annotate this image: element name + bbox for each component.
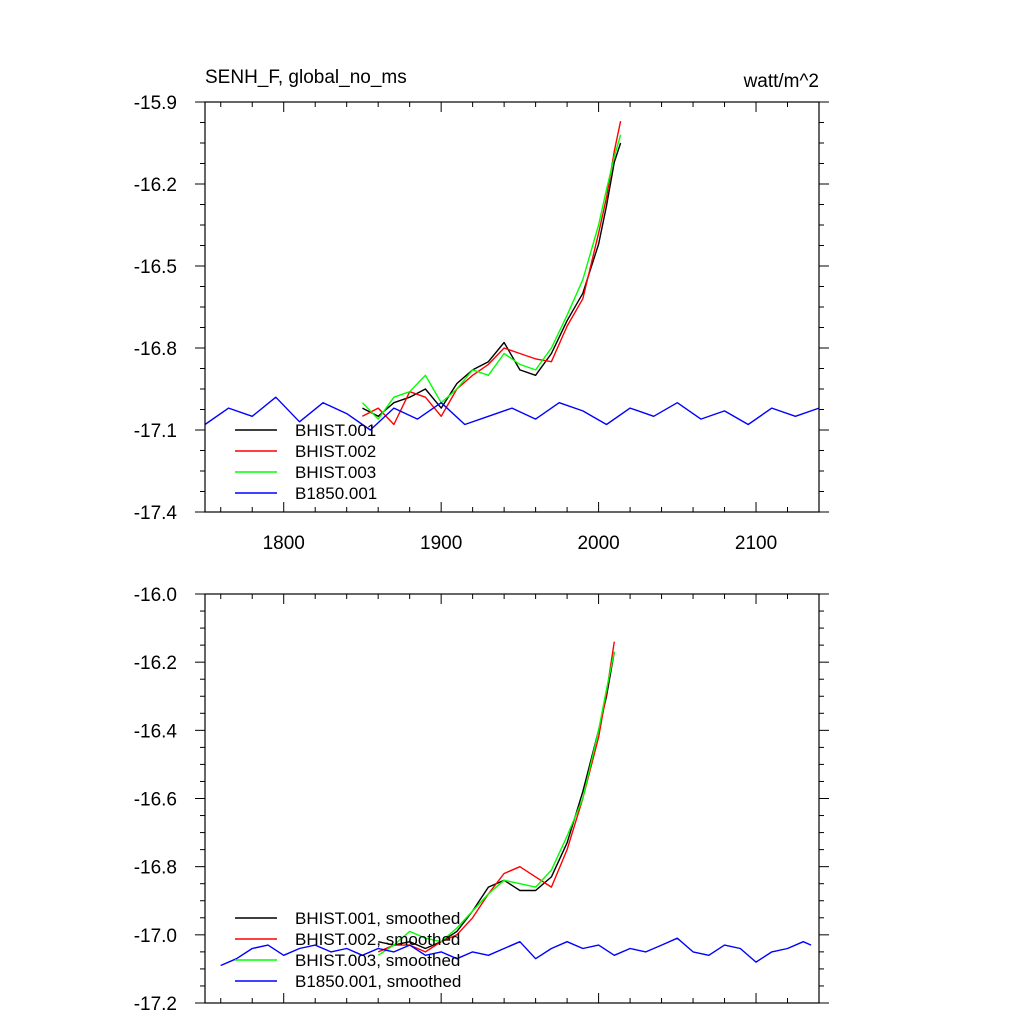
series-line	[220, 937, 812, 967]
y-tick-label: -17.2	[134, 994, 177, 1015]
x-tick-label: 1900	[420, 533, 462, 554]
series-line	[377, 641, 615, 953]
plot-frame	[204, 101, 820, 513]
plot-area	[220, 641, 812, 967]
y-tick-label: -16.6	[134, 790, 177, 811]
legend-label: BHIST.001, smoothed	[295, 909, 460, 928]
y-tick-label: -16.4	[134, 721, 178, 742]
units-label: watt/m^2	[743, 71, 819, 92]
y-tick-label: -16.2	[134, 653, 177, 674]
series-line	[377, 651, 615, 956]
series-line	[362, 120, 622, 426]
y-tick-labels: -16.0 -16.2 -16.4 -16.6 -16.8 -17.0 -17.2	[134, 585, 178, 1015]
y-tick-label: -16.8	[134, 858, 177, 879]
legend-label: BHIST.003, smoothed	[295, 951, 460, 970]
bottom-panel: -16.0 -16.2 -16.4 -16.6 -16.8 -17.0 -17.2 BHIS…	[134, 585, 829, 1015]
tick-layer	[195, 593, 829, 1004]
x-tick-label: 1800	[263, 533, 305, 554]
y-tick-label: -17.4	[134, 503, 178, 524]
x-tick-labels: 1800 1900 2000 2100	[263, 533, 778, 554]
y-tick-labels: -15.9 -16.2 -16.5 -16.8 -17.1 -17.4	[134, 93, 178, 524]
series-line	[204, 396, 820, 431]
x-tick-label: 2100	[735, 533, 777, 554]
legend-label: B1850.001, smoothed	[295, 972, 461, 991]
y-tick-label: -16.8	[134, 339, 177, 360]
y-tick-label: -17.1	[134, 421, 177, 442]
series-line	[378, 651, 615, 950]
legend-label: B1850.001	[295, 484, 377, 503]
chart-title: SENH_F, global_no_ms	[205, 67, 407, 88]
y-tick-label: -16.2	[134, 175, 177, 196]
y-tick-label: -17.0	[134, 926, 177, 947]
legend-label: BHIST.003	[295, 463, 376, 482]
legend-label: BHIST.002	[295, 442, 376, 461]
x-tick-label: 2000	[577, 533, 619, 554]
legend-label: BHIST.002, smoothed	[295, 930, 460, 949]
y-tick-label: -16.5	[134, 257, 177, 278]
legend: BHIST.001, smoothed BHIST.002, smoothed BH…	[235, 909, 461, 991]
series-line	[361, 134, 622, 420]
top-panel: SENH_F, global_no_ms watt/m^2 1800 1900 20…	[134, 67, 829, 554]
y-tick-label: -15.9	[134, 93, 177, 114]
y-tick-label: -16.0	[134, 585, 177, 606]
series-line	[362, 142, 622, 417]
legend-label: BHIST.001	[295, 421, 376, 440]
legend: BHIST.001 BHIST.002 BHIST.003 B1850.001	[235, 421, 377, 503]
plot-frame	[204, 593, 820, 1004]
plot-area	[204, 120, 820, 431]
tick-layer	[195, 101, 829, 513]
